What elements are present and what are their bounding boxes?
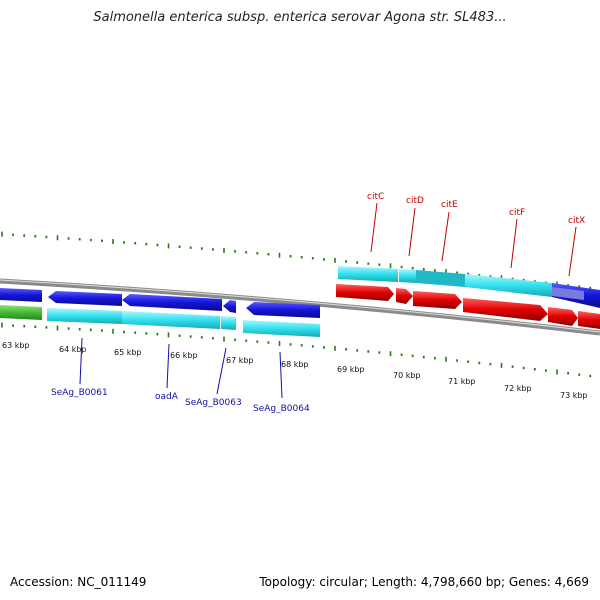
gene-arrow[interactable] [413,291,462,309]
gene-arrow[interactable] [48,291,122,306]
gene-label-oadA[interactable]: oadA [155,392,179,402]
gene-label-citE[interactable]: citE [441,200,458,210]
scale-label: 72 kbp [504,384,532,393]
gene-block[interactable] [338,266,398,282]
scale-labels: 63 kbp 64 kbp 65 kbp 66 kbp 67 kbp 68 kb… [2,341,588,400]
gene-block-overlap [552,287,584,300]
gene-label-citX[interactable]: citX [568,216,585,226]
leader-line [370,202,378,253]
gene-arrow[interactable] [578,311,600,329]
upper-tick-track [1,231,592,290]
leader-line [279,351,283,399]
gene-row-upper-left [0,288,320,318]
gene-block[interactable] [399,269,416,283]
map-title: Salmonella enterica subsp. enterica sero… [93,10,507,25]
gene-row-lower-left [0,305,320,337]
gene-label-citC[interactable]: citC [367,192,384,202]
gene-block[interactable] [221,316,236,330]
gene-arrow[interactable] [122,294,222,311]
leader-line [441,211,450,262]
leader-line [510,218,518,269]
scale-label: 69 kbp [337,365,365,374]
gene-block[interactable] [416,270,465,287]
scale-label: 71 kbp [448,377,476,386]
leader-line [568,226,577,277]
scale-label: 65 kbp [114,348,142,357]
genome-backbone-highlight [0,279,600,333]
gene-arrow[interactable] [336,284,394,301]
gene-block[interactable] [243,320,320,337]
summary-text: Topology: circular; Length: 4,798,660 bp… [259,575,589,589]
lower-tick-track [1,322,592,378]
leader-line [166,343,170,389]
bottom-gene-labels: SeAg_B0061 oadA SeAg_B0063 SeAg_B0064 [51,337,310,414]
scale-label: 67 kbp [226,356,254,365]
genome-backbone [0,278,600,336]
gene-label-SeAg_B0061[interactable]: SeAg_B0061 [51,388,108,398]
gene-label-SeAg_B0064[interactable]: SeAg_B0064 [253,404,310,414]
scale-label: 66 kbp [170,351,198,360]
leader-line [408,207,416,257]
gene-arrow[interactable] [463,298,548,321]
gene-arrow[interactable] [246,302,320,318]
top-gene-labels: citC citD citE citF citX [367,192,585,277]
gene-block[interactable] [47,308,122,324]
accession-text: Accession: NC_011149 [10,575,147,589]
gene-label-citF[interactable]: citF [509,208,525,218]
gene-arrow[interactable] [0,288,42,302]
scale-label: 73 kbp [560,391,588,400]
gene-block[interactable] [122,311,220,329]
gene-label-SeAg_B0063[interactable]: SeAg_B0063 [185,398,242,408]
scale-label: 68 kbp [281,360,309,369]
gene-row-upper-right [338,266,600,308]
gene-arrow[interactable] [548,307,578,326]
gene-arrow[interactable] [396,288,413,304]
gene-block[interactable] [465,274,552,297]
gene-block[interactable] [0,305,42,320]
gene-row-lower-right [336,284,600,329]
scale-label: 63 kbp [2,341,30,350]
gene-label-citD[interactable]: citD [406,196,424,206]
scale-label: 64 kbp [59,345,87,354]
scale-label: 70 kbp [393,371,421,380]
gene-arrow[interactable] [223,300,236,313]
leader-line [79,337,83,385]
leader-line [216,347,227,395]
